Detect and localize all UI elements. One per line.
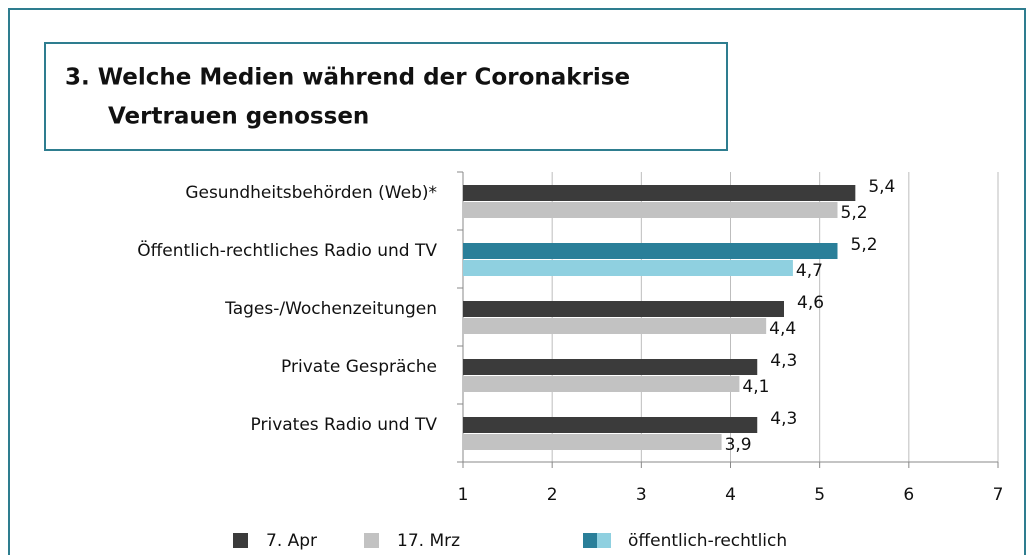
y-tick-label: Tages-/Wochenzeitungen [224,299,437,319]
x-tick-label: 3 [636,485,647,505]
bar [463,301,784,317]
y-tick-label: Gesundheitsbehörden (Web)* [185,183,437,203]
value-label: 4,4 [769,319,796,339]
bar [463,260,793,276]
y-tick-label: Private Gespräche [281,357,437,377]
legend-swatch [364,533,379,548]
legend-swatch [597,533,611,548]
bar [463,434,722,450]
bar [463,185,856,201]
bar [463,359,758,375]
legend-swatch [233,533,248,548]
y-tick-label: Privates Radio und TV [251,415,438,435]
chart-title: Vertrauen genossen [108,104,369,130]
x-tick-label: 7 [993,485,1004,505]
legend-swatch [583,533,597,548]
value-label: 3,9 [725,435,752,455]
value-label: 4,3 [770,409,797,429]
x-tick-label: 2 [547,485,558,505]
value-label: 5,2 [851,235,878,255]
bar [463,202,838,218]
legend-label: 17. Mrz [397,531,460,551]
value-label: 4,3 [770,351,797,371]
y-tick-label: Öffentlich-rechtliches Radio und TV [137,239,437,261]
value-label: 4,7 [796,261,823,281]
value-label: 5,2 [841,203,868,223]
bar [463,417,758,433]
frame [8,8,1026,555]
bar [463,318,767,334]
value-label: 4,1 [742,377,769,397]
value-label: 4,6 [797,293,824,313]
legend-label: öffentlich-rechtlich [628,531,787,551]
title-box [44,42,728,151]
legend-label: 7. Apr [266,531,317,551]
x-tick-label: 5 [814,485,825,505]
chart-title: 3. Welche Medien während der Coronakrise [65,65,630,91]
bar [463,243,838,259]
x-tick-label: 4 [725,485,736,505]
x-tick-label: 6 [903,485,914,505]
x-tick-label: 1 [458,485,469,505]
bar [463,376,740,392]
value-label: 5,4 [868,177,895,197]
